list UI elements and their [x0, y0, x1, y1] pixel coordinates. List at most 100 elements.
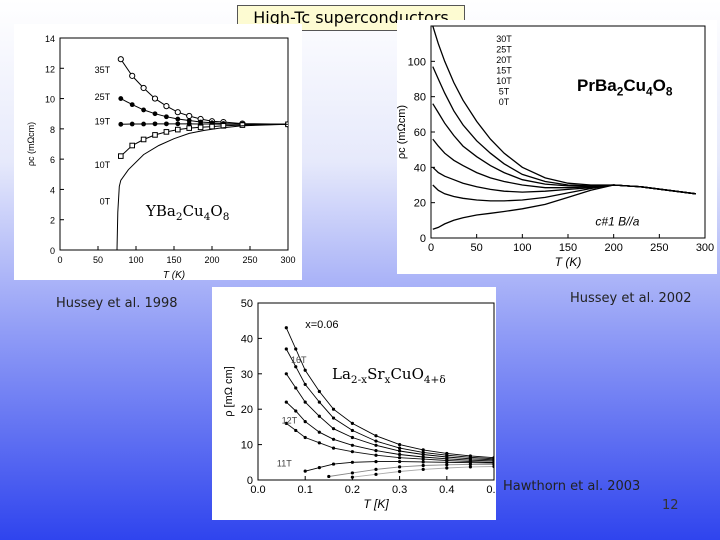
x-tick-label: 0.5	[486, 484, 496, 496]
legend-entry: 30T	[496, 34, 512, 44]
data-point	[129, 72, 136, 79]
data-point	[492, 464, 494, 469]
series-line	[432, 26, 696, 195]
series-line	[285, 348, 494, 460]
y-axis-label: ρ [mΩ cm]	[223, 366, 235, 417]
series-line	[432, 166, 696, 195]
data-point	[398, 452, 402, 457]
y-tick-label: 20	[241, 404, 253, 416]
y-tick-label: 40	[241, 333, 253, 345]
data-point	[374, 449, 378, 453]
y-tick-label: 14	[45, 34, 55, 44]
data-point	[186, 112, 193, 120]
y-tick-label: 0	[50, 246, 55, 256]
x-tick-label: 50	[471, 242, 483, 254]
field-label: 16T	[291, 355, 307, 365]
series-line	[432, 184, 696, 230]
series-line	[120, 98, 288, 125]
y-axis-label: ρc (mΩcm)	[26, 122, 36, 166]
data-point	[331, 437, 336, 441]
data-point	[374, 467, 378, 471]
chart-annotation: c#1 B//a	[595, 215, 639, 229]
data-point	[398, 456, 402, 460]
data-point	[350, 450, 354, 454]
data-point	[175, 126, 181, 133]
data-point	[317, 466, 321, 470]
series-16T	[284, 326, 494, 460]
plot-frame	[257, 302, 495, 481]
y-tick-label: 20	[414, 198, 426, 210]
legend-entry: 15T	[496, 65, 512, 75]
series-line	[328, 463, 494, 477]
field-label: 25T	[95, 92, 111, 102]
x-tick-label: 300	[696, 242, 714, 254]
legend-entry: 5T	[499, 86, 510, 96]
chart-pr248-formula: PrBa2Cu4O8	[577, 76, 673, 99]
data-point	[327, 474, 331, 479]
x-tick-label: 150	[559, 242, 577, 254]
data-point	[209, 123, 215, 130]
y-tick-label: 80	[414, 92, 426, 104]
data-point	[398, 459, 402, 464]
x-tick-label: 100	[513, 242, 531, 254]
data-point	[129, 142, 136, 149]
field-label: 35T	[95, 65, 111, 75]
data-point	[174, 109, 181, 116]
data-point	[140, 136, 147, 143]
chart-pr248: 0 50 100 150 200 250 300 0 20 40 60 80 100 T (K) ρc (m…	[397, 25, 714, 269]
data-point	[294, 347, 298, 351]
data-point	[151, 95, 159, 102]
chart-lsco-formula: La2-xSrxCuO4+δ	[332, 365, 446, 386]
y-tick-label: 40	[414, 162, 426, 174]
data-point	[129, 121, 135, 127]
data-point	[164, 114, 169, 120]
data-point	[152, 121, 158, 127]
chart-pr248-panel: 0 50 100 150 200 250 300 0 20 40 60 80 100 T (K) ρc (m…	[397, 20, 717, 274]
data-point	[468, 465, 472, 469]
data-point	[117, 56, 124, 63]
x-tick-label: 0.4	[439, 484, 454, 496]
data-point	[303, 400, 307, 404]
y-tick-label: 60	[414, 127, 426, 139]
x-tick-label: 0	[428, 242, 434, 254]
data-point	[141, 107, 146, 113]
series-line	[285, 373, 494, 461]
chart-annotation: x=0.06	[305, 319, 338, 331]
data-point	[398, 446, 402, 450]
series-line	[305, 461, 494, 472]
series-10T	[327, 462, 494, 479]
data-point	[294, 365, 298, 369]
y-tick-label: 8	[50, 125, 55, 135]
data-point	[350, 428, 354, 433]
data-point	[317, 414, 321, 418]
data-point	[331, 407, 336, 411]
series-line	[285, 327, 494, 459]
x-tick-label: 250	[650, 242, 668, 254]
legend-entry: 25T	[496, 44, 512, 54]
data-point	[445, 463, 449, 467]
plot-frame	[430, 25, 706, 239]
series-10T	[118, 121, 288, 159]
y-tick-label: 4	[50, 185, 55, 195]
y-tick-label: 12	[45, 64, 55, 74]
x-axis-label: T (K)	[555, 255, 582, 269]
y-tick-label: 50	[241, 298, 253, 310]
x-tick-label: 200	[204, 255, 219, 265]
y-tick-label: 10	[241, 440, 253, 452]
data-point	[421, 448, 425, 452]
caption-hussey-1998: Hussey et al. 1998	[56, 296, 178, 311]
chart-ybco-panel: 0 50 100 150 200 250 300 0 2 4 6 8 10 12 14 T (K) ρc (mΩ…	[14, 24, 302, 280]
x-tick-label: 0	[57, 255, 62, 265]
legend-entry: 0T	[499, 97, 510, 107]
data-point	[331, 427, 336, 431]
data-point	[398, 469, 402, 474]
data-point	[374, 439, 378, 443]
y-tick-label: 10	[45, 95, 55, 105]
data-point	[421, 467, 425, 471]
data-point	[163, 129, 170, 135]
data-point	[163, 103, 170, 110]
data-point	[398, 465, 402, 469]
data-point	[350, 475, 354, 479]
series-9T	[350, 464, 494, 479]
data-point	[374, 443, 378, 447]
